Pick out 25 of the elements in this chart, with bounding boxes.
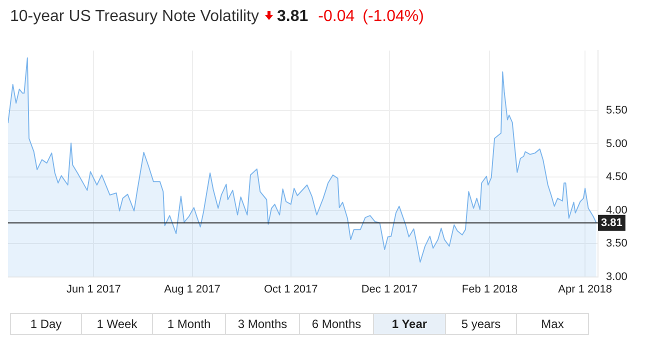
text: 5 years [445, 314, 516, 334]
y-tick-label: 5.00 [606, 138, 628, 150]
text: Max [516, 314, 588, 334]
x-tick-label: Oct 1 2017 [264, 283, 318, 296]
chart-title: 10-year US Treasury Note Volatility [10, 8, 259, 26]
text: 1 Week [81, 314, 152, 334]
text: 1 Year [373, 314, 445, 334]
y-tick-label: 5.50 [606, 104, 628, 117]
y-tick-label: 4.00 [606, 204, 628, 216]
text: 1 Day [29, 316, 63, 333]
text: 1 Month [152, 314, 225, 334]
x-tick-label: Jun 1 2017 [66, 283, 121, 296]
text: -0.04 [318, 8, 355, 26]
text: (-1.04%) [362, 8, 424, 26]
x-tick-label: Dec 1 2017 [361, 283, 418, 296]
y-tick-label: 4.50 [606, 171, 628, 184]
text: 3.81 [277, 8, 308, 26]
text: 6 Months [299, 314, 373, 334]
y-tick-label: 3.50 [606, 238, 628, 250]
x-tick-label: Apr 1 2018 [558, 283, 612, 296]
text: 3 Months [225, 314, 299, 334]
ref-line-label: 3.81 [601, 216, 622, 229]
x-tick-label: Aug 1 2017 [164, 283, 220, 296]
x-tick-label: Feb 1 2018 [462, 283, 518, 296]
y-tick-label: 3.00 [606, 270, 628, 283]
